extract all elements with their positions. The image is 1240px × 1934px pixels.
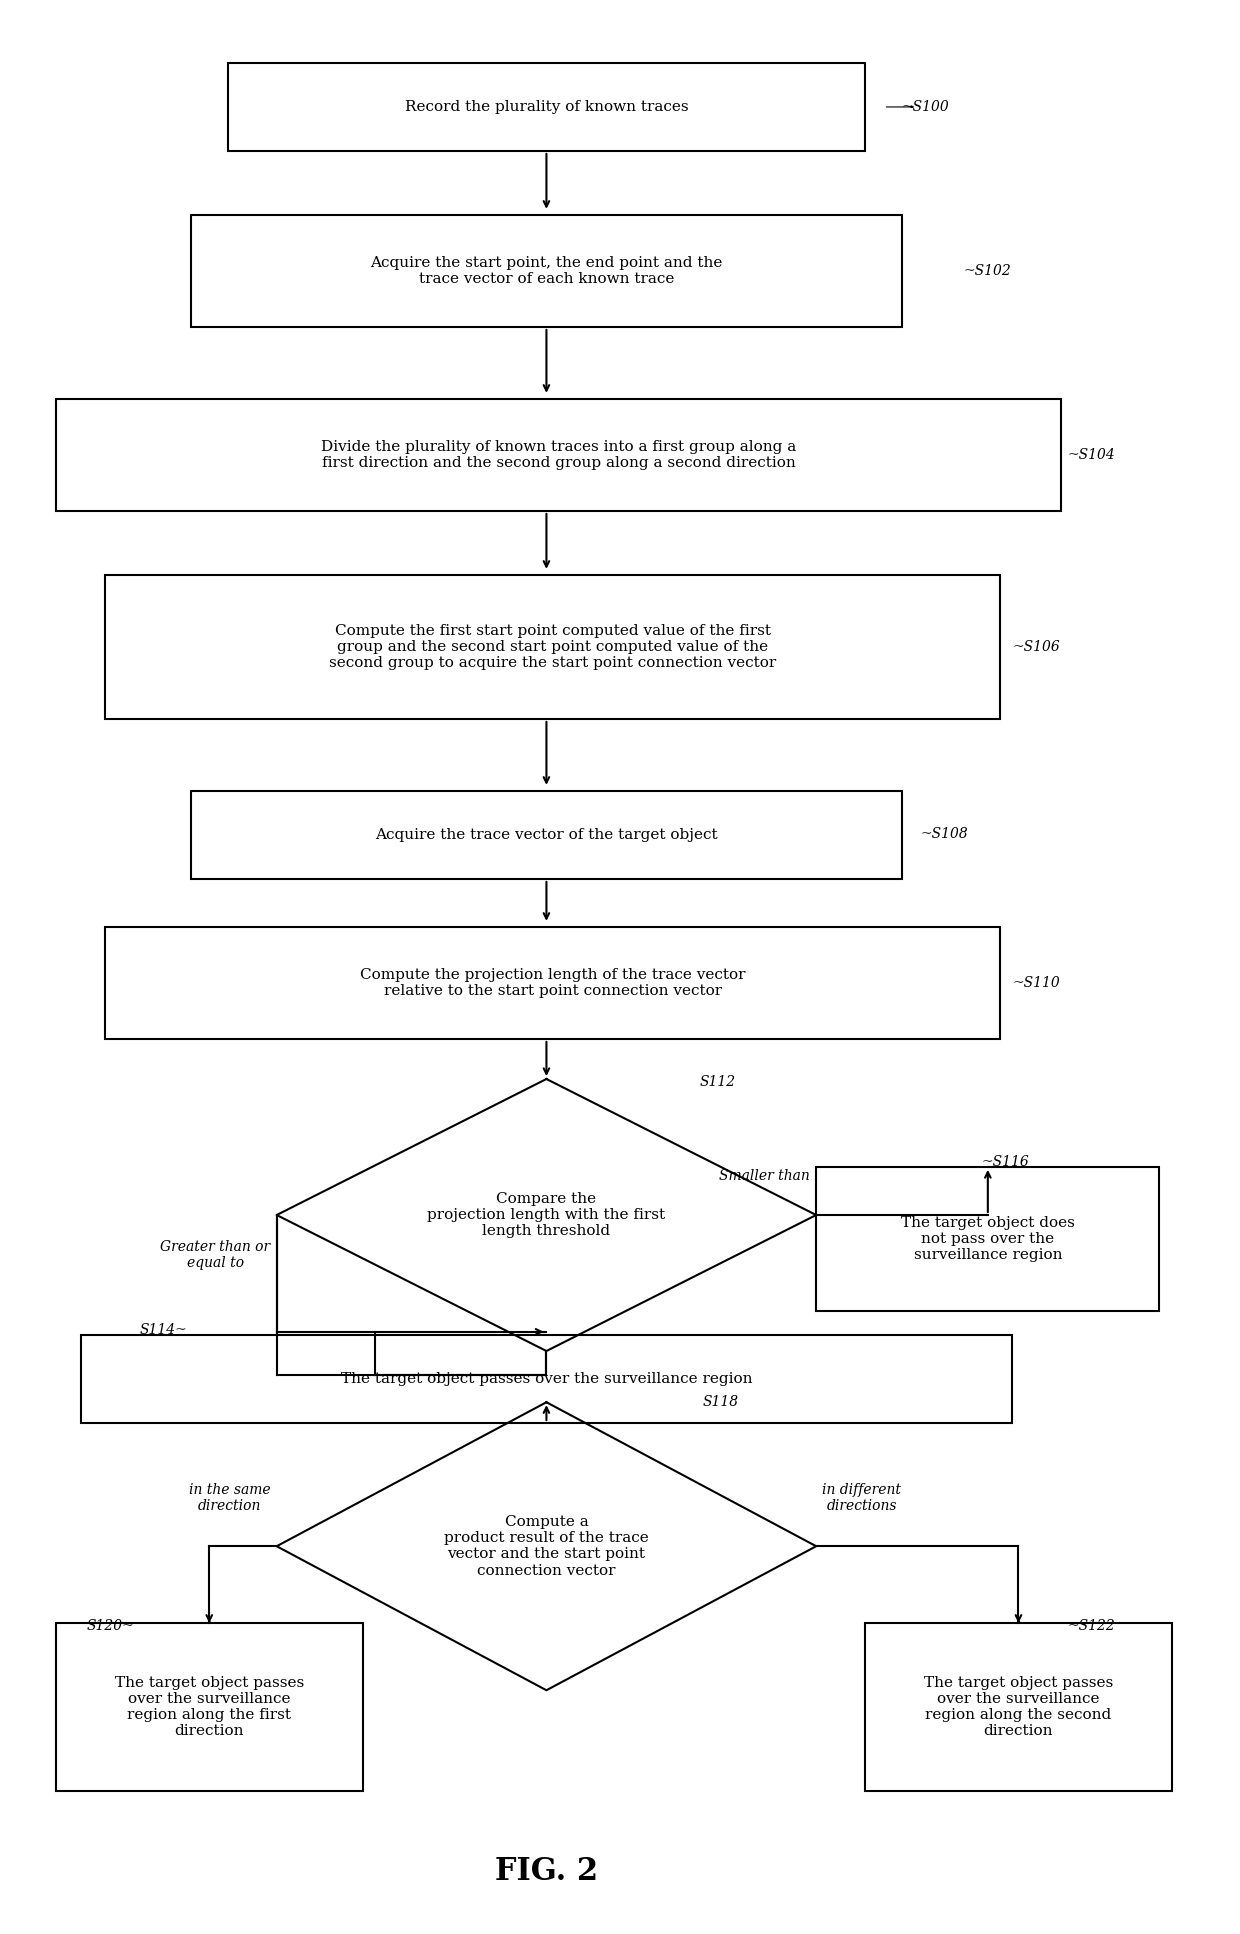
Text: in different
directions: in different directions: [822, 1483, 901, 1512]
Text: Compare the
projection length with the first
length threshold: Compare the projection length with the f…: [428, 1191, 666, 1238]
FancyBboxPatch shape: [191, 215, 901, 327]
FancyBboxPatch shape: [105, 926, 1001, 1039]
FancyBboxPatch shape: [56, 1623, 362, 1791]
Text: Divide the plurality of known traces into a first group along a
first direction : Divide the plurality of known traces int…: [321, 439, 796, 470]
Text: ~S104: ~S104: [1068, 449, 1115, 462]
Text: Compute a
product result of the trace
vector and the start point
connection vect: Compute a product result of the trace ve…: [444, 1514, 649, 1578]
Text: The target object does
not pass over the
surveillance region: The target object does not pass over the…: [901, 1216, 1075, 1263]
Text: Acquire the trace vector of the target object: Acquire the trace vector of the target o…: [376, 828, 718, 841]
Text: ~S122: ~S122: [1068, 1619, 1115, 1632]
Text: ~S110: ~S110: [1012, 977, 1060, 990]
Text: ~S106: ~S106: [1012, 640, 1060, 654]
FancyBboxPatch shape: [105, 574, 1001, 719]
FancyBboxPatch shape: [81, 1334, 1012, 1423]
Text: ~S100: ~S100: [901, 101, 950, 114]
Text: Compute the projection length of the trace vector
relative to the start point co: Compute the projection length of the tra…: [360, 967, 745, 998]
Text: ~S108: ~S108: [920, 828, 968, 841]
FancyBboxPatch shape: [816, 1166, 1159, 1311]
Text: S118: S118: [702, 1394, 738, 1410]
Text: Acquire the start point, the end point and the
trace vector of each known trace: Acquire the start point, the end point a…: [371, 255, 723, 286]
Text: Smaller than: Smaller than: [719, 1168, 810, 1184]
Text: ~S102: ~S102: [963, 263, 1011, 278]
FancyBboxPatch shape: [191, 791, 901, 878]
Text: The target object passes
over the surveillance
region along the first
direction: The target object passes over the survei…: [114, 1675, 304, 1739]
FancyBboxPatch shape: [866, 1623, 1172, 1791]
Text: S112: S112: [699, 1075, 735, 1089]
Text: in the same
direction: in the same direction: [188, 1483, 270, 1512]
Text: The target object passes over the surveillance region: The target object passes over the survei…: [341, 1371, 753, 1387]
FancyBboxPatch shape: [228, 64, 866, 151]
Text: ~S116: ~S116: [982, 1155, 1029, 1170]
FancyBboxPatch shape: [56, 398, 1061, 511]
Text: S120~: S120~: [87, 1619, 134, 1632]
Text: The target object passes
over the surveillance
region along the second
direction: The target object passes over the survei…: [924, 1675, 1114, 1739]
Text: Greater than or
equal to: Greater than or equal to: [160, 1240, 270, 1271]
Text: FIG. 2: FIG. 2: [495, 1855, 598, 1886]
Text: S114~: S114~: [139, 1323, 187, 1336]
Text: Record the plurality of known traces: Record the plurality of known traces: [404, 101, 688, 114]
Text: Compute the first start point computed value of the first
group and the second s: Compute the first start point computed v…: [329, 625, 776, 671]
